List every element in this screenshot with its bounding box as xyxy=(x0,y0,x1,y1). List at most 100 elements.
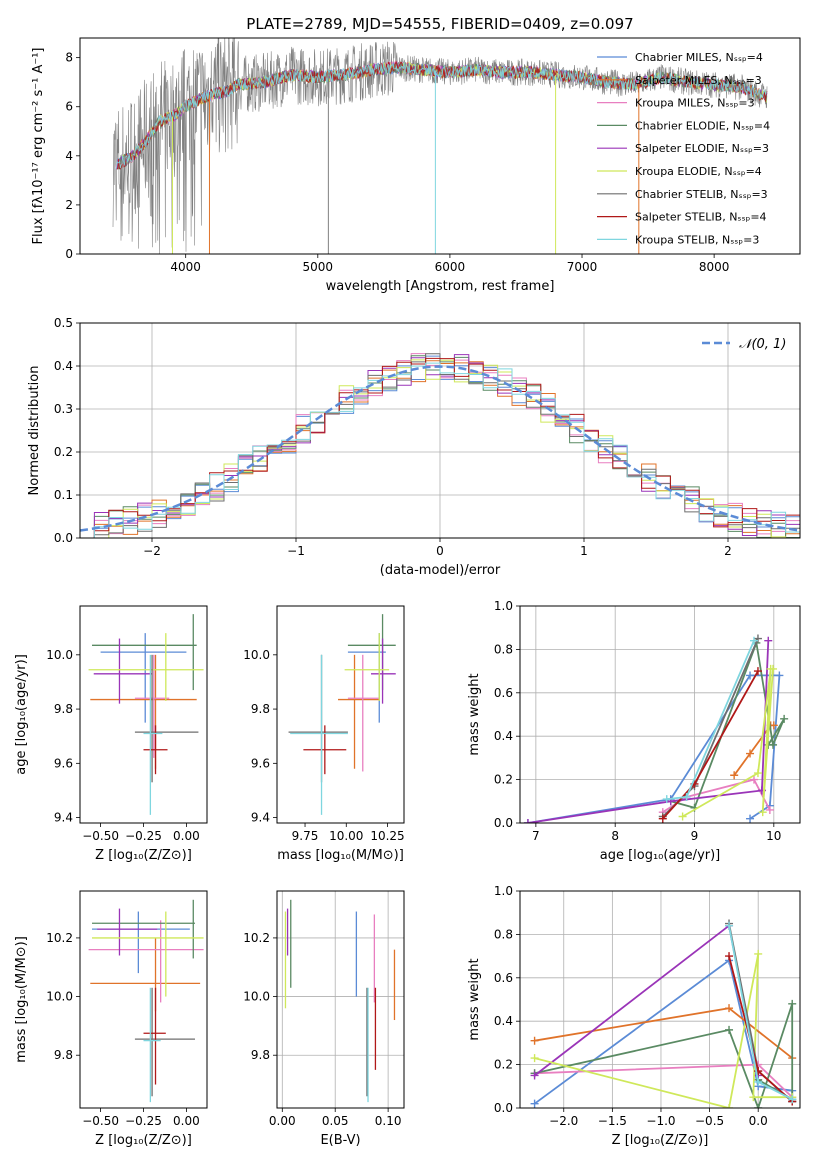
mass-weight-marker xyxy=(662,795,671,804)
panel-mass_weight_vs_age: 7 8 9 10 0.0 0.2 0.4 0.6 0.8 1.0 age [log₁₀(age/yr… xyxy=(467,599,801,863)
y-tick-label: 9.4 xyxy=(251,811,270,825)
y-tick-label: 0.6 xyxy=(494,686,513,700)
y-tick-label: 0.5 xyxy=(54,316,73,330)
x-tick-label: 0.00 xyxy=(173,829,200,843)
panel-age_vs_Z: −0.50 −0.25 0.00 9.4 9.6 9.8 10.0 Z [log₁₀(Z/Z⊙… xyxy=(14,605,208,863)
x-tick-label: 8 xyxy=(611,829,619,843)
panel-residuals: −2 −1 0 1 2 0.0 0.1 0.2 0.3 0.4 0.5 (data-model)/er… xyxy=(27,316,801,578)
mass-weight-marker xyxy=(682,792,691,801)
panel-spectrum: 4000 5000 6000 7000 8000 0 2 4 6 8 wavelength [Ang… xyxy=(31,37,801,294)
y-axis-label: Normed distribution xyxy=(27,366,42,496)
panel-age_vs_mass: 9.75 10.00 10.25 9.4 9.6 9.8 10.0 mass [log₁₀(M… xyxy=(243,605,405,863)
panels: 4000 5000 6000 7000 8000 0 2 4 6 8 wavelength [Ang… xyxy=(14,37,801,1148)
mass-weight-marker xyxy=(749,775,758,784)
y-tick-label: 9.4 xyxy=(54,811,73,825)
x-tick-label: 10 xyxy=(766,829,781,843)
mass-weight-marker xyxy=(530,1054,539,1063)
axes-frame xyxy=(79,605,208,824)
mass-weight-line xyxy=(670,639,785,809)
mass-weight-marker xyxy=(530,1099,539,1108)
x-tick-label: 0.00 xyxy=(269,1114,296,1128)
x-tick-label: 4000 xyxy=(170,260,201,274)
y-tick-label: 1.0 xyxy=(494,599,513,613)
x-tick-label: 0.00 xyxy=(173,1114,200,1128)
y-tick-label: 0.8 xyxy=(494,927,513,941)
mass-weight-marker xyxy=(758,808,767,817)
x-axis-label: wavelength [Angstrom, rest frame] xyxy=(326,279,555,294)
x-tick-label: 1 xyxy=(580,544,588,558)
y-tick-label: 10.0 xyxy=(46,648,73,662)
y-tick-label: 10.2 xyxy=(46,931,73,945)
legend-label: Kroupa STELIB, Nₛₛₚ=3 xyxy=(635,233,759,246)
mass-weight-marker xyxy=(678,812,687,821)
x-tick-label: 10.00 xyxy=(329,829,363,843)
y-axis-label: mass weight xyxy=(467,958,482,1040)
legend-label: Salpeter ELODIE, Nₛₛₚ=3 xyxy=(635,142,769,155)
mass-weight-line xyxy=(534,924,760,1077)
x-tick-label: 0.05 xyxy=(322,1114,349,1128)
axes-frame xyxy=(276,890,405,1109)
x-tick-label: 7000 xyxy=(567,260,598,274)
y-tick-label: 9.8 xyxy=(251,1048,270,1062)
y-tick-label: 10.2 xyxy=(243,931,270,945)
mass-weight-marker xyxy=(765,805,774,814)
mass-weight-marker xyxy=(730,771,739,780)
mass-weight-marker xyxy=(746,671,755,680)
x-tick-label: 0 xyxy=(436,544,444,558)
y-tick-label: 9.6 xyxy=(54,756,73,770)
x-tick-label: −0.25 xyxy=(125,1114,162,1128)
axes-frame xyxy=(519,890,801,1109)
x-tick-label: −2.0 xyxy=(549,1114,578,1128)
y-tick-label: 9.6 xyxy=(251,756,270,770)
mass-weight-marker xyxy=(788,999,797,1008)
mass-weight-marker xyxy=(753,667,762,676)
x-tick-label: −0.50 xyxy=(82,1114,119,1128)
x-tick-label: 2 xyxy=(724,544,732,558)
y-tick-label: 10.0 xyxy=(46,990,73,1004)
mass-weight-marker xyxy=(725,1004,734,1013)
y-tick-label: 10.0 xyxy=(243,648,270,662)
mass-weight-marker xyxy=(746,814,755,823)
plot-area xyxy=(88,614,204,815)
mass-weight-marker xyxy=(753,769,762,778)
mass-weight-marker xyxy=(754,949,763,958)
mass-weight-marker xyxy=(754,1077,763,1086)
x-tick-label: −1.0 xyxy=(646,1114,675,1128)
x-tick-label: 10.25 xyxy=(370,829,404,843)
residual-histogram xyxy=(80,362,800,538)
y-tick-label: 0.2 xyxy=(494,773,513,787)
mass-weight-marker xyxy=(725,952,734,961)
legend-label: Chabrier MILES, Nₛₛₚ=4 xyxy=(635,51,763,64)
x-tick-label: 9.75 xyxy=(292,829,319,843)
mass-weight-marker xyxy=(769,721,778,730)
x-axis-label: Z [log₁₀(Z/Z⊙)] xyxy=(612,1133,709,1148)
y-tick-label: 0.4 xyxy=(54,359,73,373)
mass-weight-marker xyxy=(725,1104,734,1108)
y-tick-label: 0.4 xyxy=(494,729,513,743)
x-tick-label: −2 xyxy=(143,544,161,558)
plot-area xyxy=(112,38,768,254)
panel-mass_vs_Z: −0.50 −0.25 0.00 9.8 10.0 10.2 Z [log₁₀(Z/Z⊙)]… xyxy=(14,890,208,1148)
y-tick-label: 2 xyxy=(65,198,73,212)
gaussian-curve xyxy=(80,365,800,532)
y-axis-label: Flux [fλ10⁻¹⁷ erg cm⁻² s⁻¹ A⁻¹] xyxy=(31,48,46,245)
legend-label: Chabrier ELODIE, Nₛₛₚ=4 xyxy=(635,119,770,132)
x-axis-label: age [log₁₀(age/yr)] xyxy=(600,848,721,863)
mass-weight-marker xyxy=(769,664,778,673)
y-tick-label: 0.4 xyxy=(494,1014,513,1028)
x-tick-label: 0.10 xyxy=(375,1114,402,1128)
mass-weight-marker xyxy=(725,1025,734,1034)
y-tick-label: 8 xyxy=(65,51,73,65)
x-tick-label: 5000 xyxy=(303,260,334,274)
y-tick-label: 9.8 xyxy=(54,702,73,716)
y-tick-label: 9.8 xyxy=(54,1048,73,1062)
x-tick-label: 0.0 xyxy=(749,1114,768,1128)
mass-weight-marker xyxy=(780,714,789,723)
y-tick-label: 0.8 xyxy=(494,642,513,656)
model-spectrum-line xyxy=(115,62,767,170)
x-tick-label: −0.25 xyxy=(125,829,162,843)
mass-weight-marker xyxy=(530,1036,539,1045)
x-axis-label: E(B-V) xyxy=(320,1133,360,1148)
x-tick-label: 9 xyxy=(691,829,699,843)
mass-weight-marker xyxy=(746,749,755,758)
